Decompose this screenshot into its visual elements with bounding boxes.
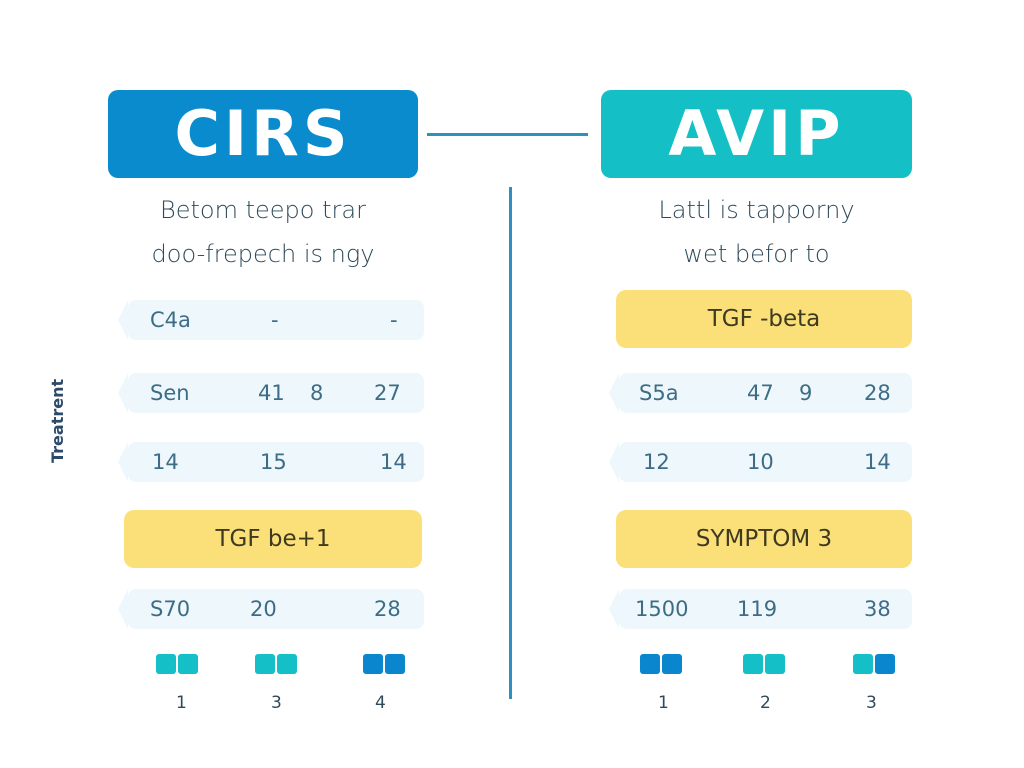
cell: 28 xyxy=(374,597,401,621)
cell: 9 xyxy=(799,381,813,405)
avip-subtitle: Lattl is tapporny wet befor to xyxy=(601,188,912,276)
right-highlight-symptom: SYMPTOM 3 xyxy=(616,510,912,568)
cirs-header: CIRS xyxy=(108,90,418,178)
left-row-3: 14 15 14 xyxy=(118,442,424,482)
avip-subtitle-line1: Lattl is tapporny xyxy=(658,196,855,224)
cell: 12 xyxy=(643,450,670,474)
cell: 20 xyxy=(250,597,277,621)
cirs-subtitle-line2: doo-frepech is ngy xyxy=(151,240,375,268)
left-bottom-row: S70 20 28 xyxy=(118,589,424,629)
right-row-1: S5a 47 9 28 xyxy=(609,373,912,413)
right-row-2: 12 10 14 xyxy=(609,442,912,482)
cirs-subtitle-line1: Betom teepo trar xyxy=(160,196,366,224)
right-bottom-row: 1500 119 38 xyxy=(609,589,912,629)
cell: - xyxy=(271,308,279,332)
cell: - xyxy=(390,308,398,332)
horizontal-connector xyxy=(427,133,588,136)
cell: Sen xyxy=(150,381,190,405)
marker-label: 2 xyxy=(760,693,771,713)
right-highlight-tgf-beta: TGF -beta xyxy=(616,290,912,348)
left-highlight-tgf: TGF be+1 xyxy=(124,510,422,568)
avip-header: AVIP xyxy=(601,90,912,178)
marker-square-icon xyxy=(765,654,785,674)
marker-square-icon xyxy=(156,654,176,674)
cell: 10 xyxy=(747,450,774,474)
marker-label: 1 xyxy=(658,693,669,713)
side-label-treatment: Treatrent xyxy=(48,378,67,463)
cell: 47 xyxy=(747,381,774,405)
marker-label: 3 xyxy=(866,693,877,713)
cell: 14 xyxy=(152,450,179,474)
marker-square-icon xyxy=(178,654,198,674)
left-row-1: C4a - - xyxy=(118,300,424,340)
marker-square-icon xyxy=(662,654,682,674)
cirs-subtitle: Betom teepo trar doo-frepech is ngy xyxy=(108,188,418,276)
marker-label: 3 xyxy=(271,693,282,713)
cell: 15 xyxy=(260,450,287,474)
cell: 41 xyxy=(258,381,285,405)
cell: S5a xyxy=(639,381,679,405)
cell: S70 xyxy=(150,597,191,621)
cell: 119 xyxy=(737,597,778,621)
marker-square-icon xyxy=(277,654,297,674)
cell: 14 xyxy=(864,450,891,474)
marker-square-icon xyxy=(640,654,660,674)
marker-square-icon xyxy=(385,654,405,674)
cell: 14 xyxy=(380,450,407,474)
marker-square-icon xyxy=(363,654,383,674)
marker-square-icon xyxy=(255,654,275,674)
cell: 1500 xyxy=(635,597,689,621)
marker-square-icon xyxy=(853,654,873,674)
marker-label: 4 xyxy=(375,693,386,713)
cell: C4a xyxy=(150,308,191,332)
vertical-divider xyxy=(509,187,512,699)
cell: 28 xyxy=(864,381,891,405)
left-row-2: Sen 41 8 27 xyxy=(118,373,424,413)
avip-subtitle-line2: wet befor to xyxy=(683,240,830,268)
marker-square-icon xyxy=(743,654,763,674)
marker-square-icon xyxy=(875,654,895,674)
cell: 38 xyxy=(864,597,891,621)
marker-label: 1 xyxy=(176,693,187,713)
cell: 27 xyxy=(374,381,401,405)
cell: 8 xyxy=(310,381,324,405)
